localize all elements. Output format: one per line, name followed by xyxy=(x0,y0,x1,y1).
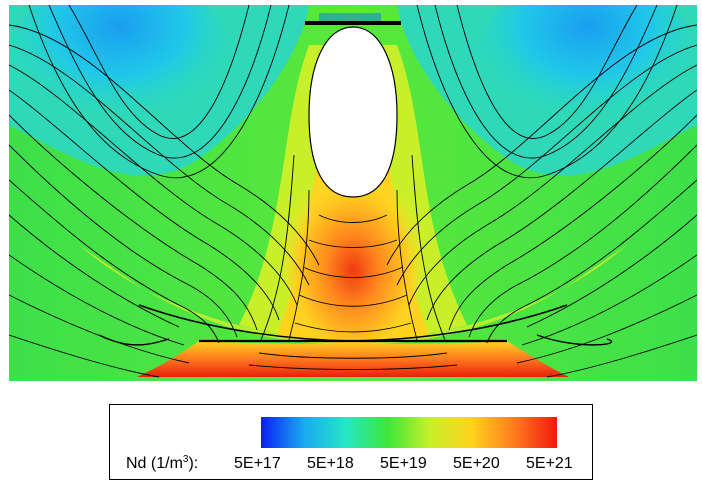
colorbar-tick-label: 5E+20 xyxy=(453,455,500,472)
colorbar-tick-label: 5E+21 xyxy=(526,455,573,472)
colorbar-legend: Nd (1/m3): 5E+17 5E+18 5E+19 5E+20 5E+21 xyxy=(109,404,593,480)
colorbar-tick-label: 5E+18 xyxy=(307,455,354,472)
colorbar xyxy=(261,417,557,448)
bottom-hot-layer xyxy=(137,341,569,377)
top-wall-speckle xyxy=(319,13,381,21)
basin-region xyxy=(79,245,627,345)
colorbar-tick-label: 5E+19 xyxy=(380,455,427,472)
void-region xyxy=(308,26,398,198)
top-wall xyxy=(305,21,401,25)
colorbar-tick-label: 5E+17 xyxy=(234,455,281,472)
blue-region-left xyxy=(9,5,229,145)
contour-plot xyxy=(9,5,697,381)
blue-region-right xyxy=(477,5,697,145)
colorbar-labels: Nd (1/m3): 5E+17 5E+18 5E+19 5E+20 5E+21 xyxy=(110,455,594,477)
contour-lines xyxy=(9,5,697,378)
core-hot-region xyxy=(283,160,423,350)
colorbar-variable-label: Nd (1/m3): xyxy=(126,454,199,473)
colorbar-gradient xyxy=(261,417,557,448)
